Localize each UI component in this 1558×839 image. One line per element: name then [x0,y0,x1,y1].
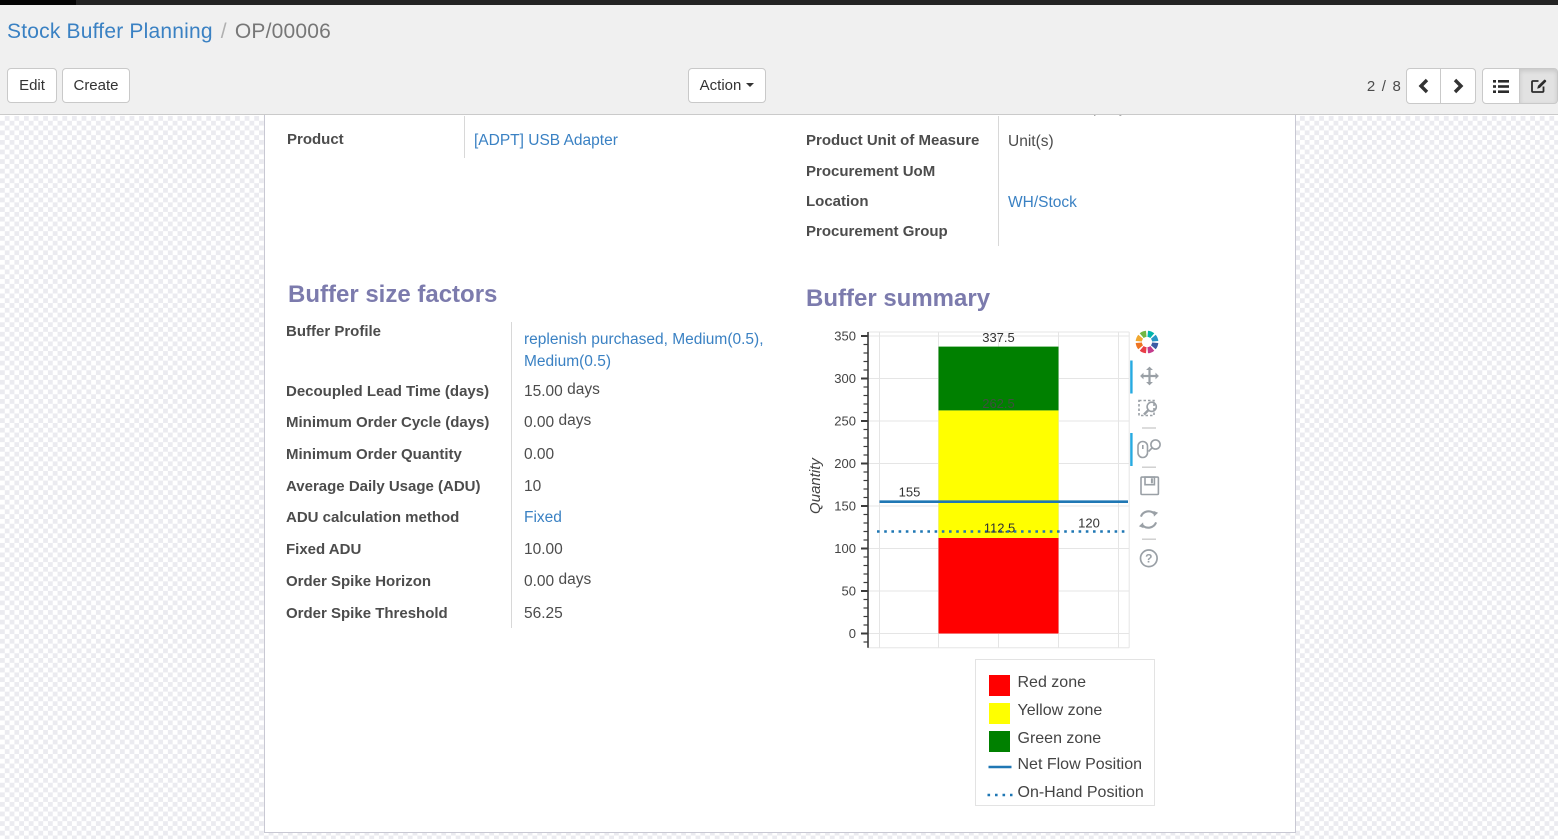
svg-text:337.5: 337.5 [982,330,1015,345]
svg-text:262.5: 262.5 [982,396,1015,411]
svg-text:120: 120 [1078,516,1100,531]
svg-text:100: 100 [834,541,856,556]
svg-text:150: 150 [834,499,856,514]
svg-text:155: 155 [899,485,921,500]
svg-text:300: 300 [834,371,856,386]
svg-text:350: 350 [834,329,856,344]
svg-text:250: 250 [834,414,856,429]
svg-text:50: 50 [842,584,856,599]
svg-text:Quantity: Quantity [807,457,824,514]
svg-text:0: 0 [849,626,856,641]
svg-text:200: 200 [834,456,856,471]
svg-text:112.5: 112.5 [984,521,1016,536]
svg-text:?: ? [1145,552,1152,566]
